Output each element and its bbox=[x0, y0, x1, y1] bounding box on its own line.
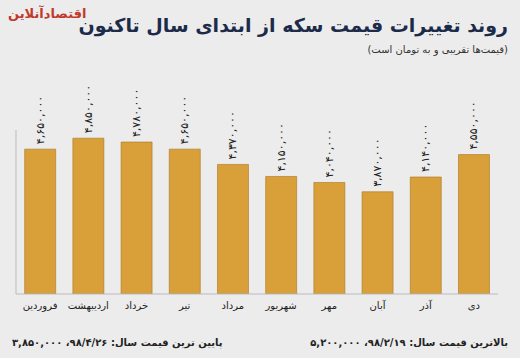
svg-text:۴,۶۵۰,۰۰۰: ۴,۶۵۰,۰۰۰ bbox=[34, 96, 47, 144]
svg-text:۴,۰۴۰,۰۰۰: ۴,۰۴۰,۰۰۰ bbox=[323, 129, 336, 177]
svg-text:۴,۱۴۰,۰۰۰: ۴,۱۴۰,۰۰۰ bbox=[419, 124, 432, 172]
svg-text:آبان: آبان bbox=[370, 299, 387, 311]
svg-text:۴,۵۵۰,۰۰۰: ۴,۵۵۰,۰۰۰ bbox=[467, 101, 480, 149]
html-text:بالاترین قیمت سال: ۹۸/۲/۱۹، ۵,: بالاترین قیمت سال: ۹۸/۲/۱۹، ۵,۲۰۰,۰۰۰ bbox=[310, 337, 508, 348]
svg-text:مهر: مهر bbox=[321, 300, 337, 312]
svg-text:اردیبهشت: اردیبهشت bbox=[68, 300, 109, 312]
svg-text:۴,۷۸۰,۰۰۰: ۴,۷۸۰,۰۰۰ bbox=[130, 89, 143, 137]
svg-text:۳,۸۷۰,۰۰۰: ۳,۸۷۰,۰۰۰ bbox=[371, 138, 384, 186]
svg-text:شهریور: شهریور bbox=[264, 300, 296, 312]
html-text:اقتصادآنلاین: اقتصادآنلاین bbox=[8, 6, 87, 21]
svg-text:فروردین: فروردین bbox=[23, 300, 58, 312]
html-text:روند تغییرات قیمت سکه از ابتدا: روند تغییرات قیمت سکه از ابتدای سال تاکن… bbox=[78, 14, 508, 36]
svg-text:۴,۳۷۰,۰۰۰: ۴,۳۷۰,۰۰۰ bbox=[226, 111, 239, 159]
svg-text:۴,۶۵۰,۰۰۰: ۴,۶۵۰,۰۰۰ bbox=[178, 96, 191, 144]
svg-text:۴,۱۵۰,۰۰۰: ۴,۱۵۰,۰۰۰ bbox=[275, 123, 288, 171]
svg-text:آذر: آذر bbox=[419, 299, 433, 311]
html-text:پایین ترین قیمت سال: ۹۸/۴/۲۶،: پایین ترین قیمت سال: ۹۸/۴/۲۶، ۳,۸۵۰,۰۰۰ bbox=[12, 337, 223, 348]
svg-text:دی: دی bbox=[468, 300, 480, 311]
svg-text:تیر: تیر bbox=[178, 300, 191, 311]
html-text:(قیمت‌ها تقریبی و به تومان است: (قیمت‌ها تقریبی و به تومان است) bbox=[367, 44, 508, 55]
svg-text:۴,۸۵۰,۰۰۰: ۴,۸۵۰,۰۰۰ bbox=[82, 85, 95, 133]
svg-text:مرداد: مرداد bbox=[222, 300, 245, 311]
svg-text:خرداد: خرداد bbox=[125, 300, 148, 311]
